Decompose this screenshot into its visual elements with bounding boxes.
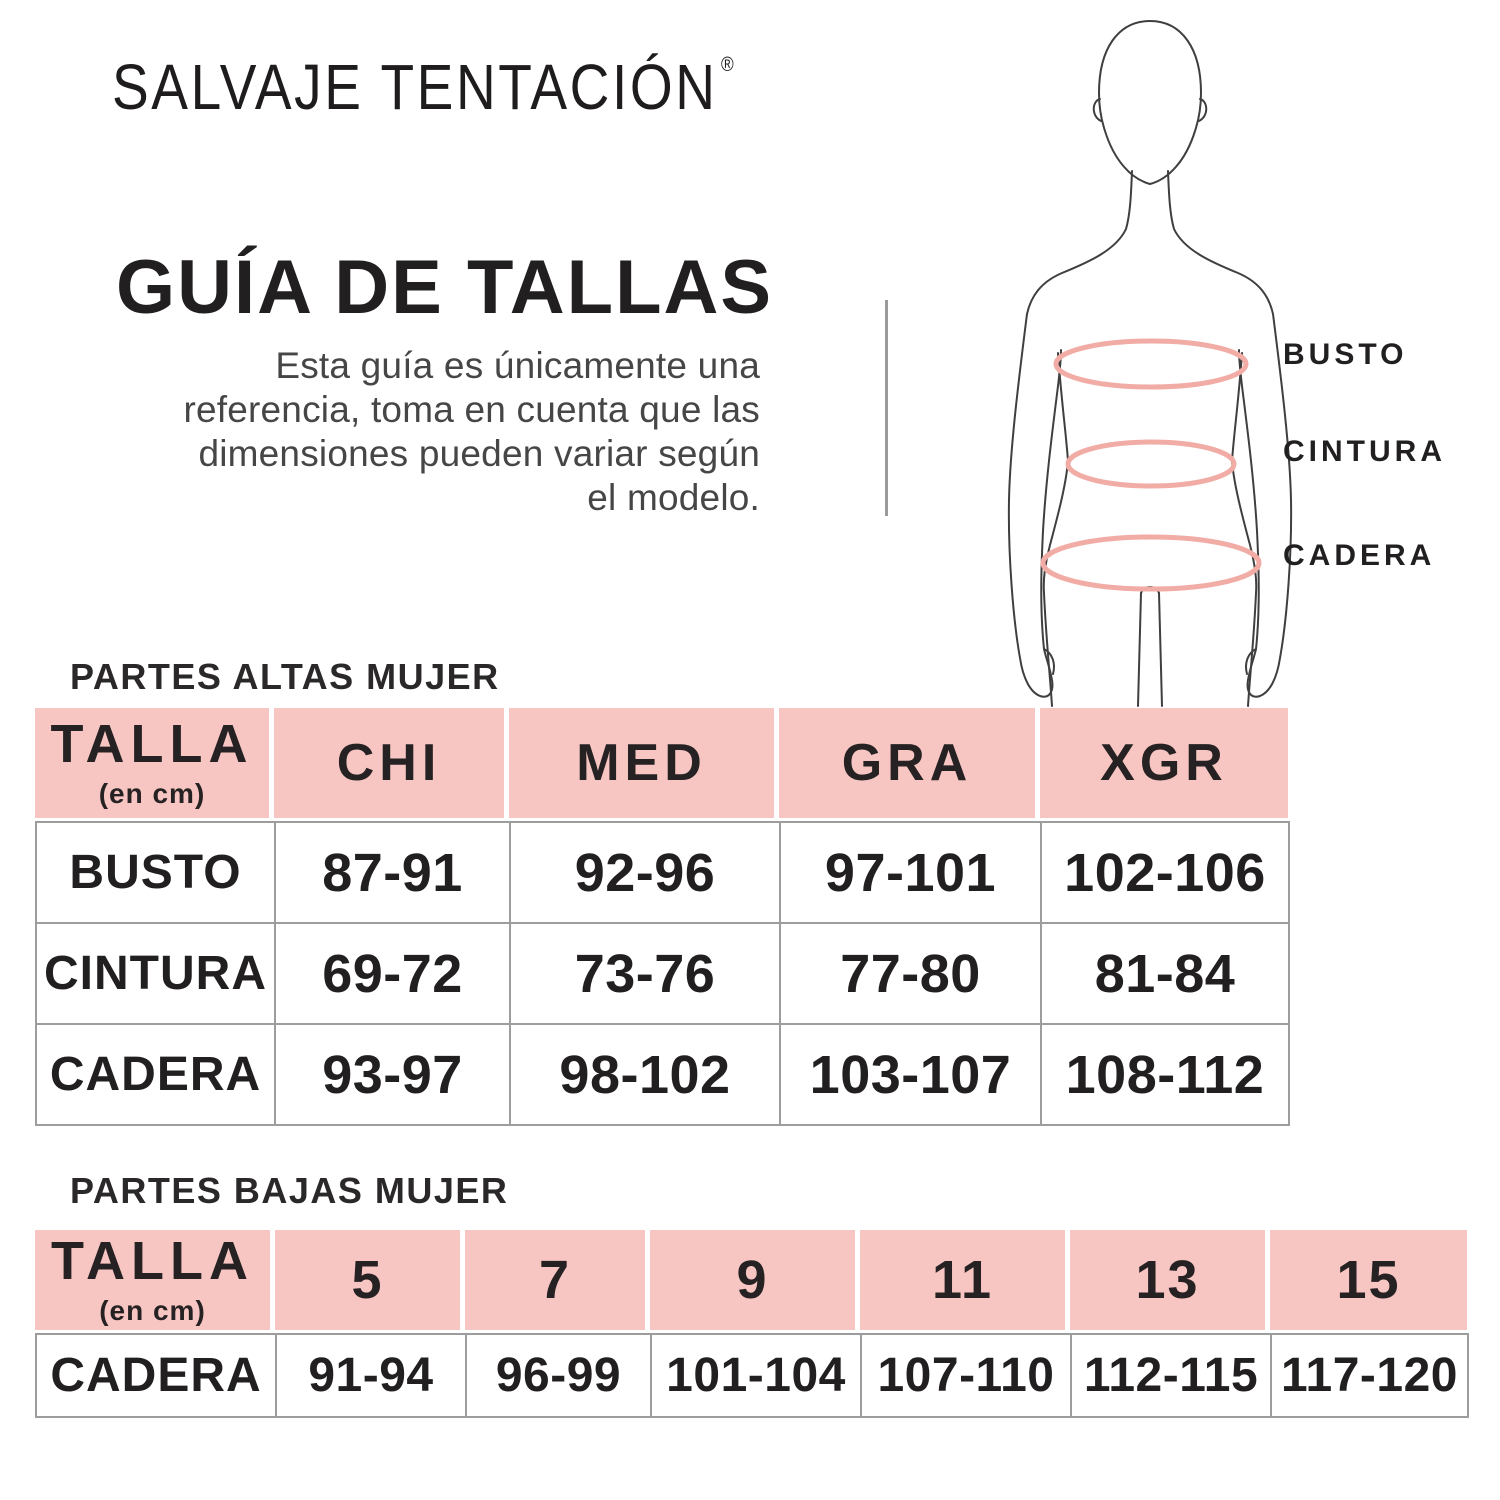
header-cell-size: TALLA (en cm): [35, 1230, 275, 1330]
waist-tape-ellipse: [1065, 439, 1237, 489]
header-cell-size-11: 11: [860, 1230, 1070, 1330]
value-cell: 97-101: [779, 821, 1042, 924]
brand-logo: SALVAJE TENTACIÓN ®: [112, 50, 734, 124]
description-line: Esta guía es únicamente una: [275, 345, 760, 386]
figure-label-bust: BUSTO: [1283, 338, 1408, 371]
table-body: CADERA 91-94 96-99 101-104 107-110 112-1…: [35, 1333, 1469, 1418]
size-unit: (en cm): [99, 1294, 206, 1326]
value-cell: 101-104: [650, 1333, 862, 1418]
header-cell-xgr: XGR: [1040, 708, 1288, 818]
value-cell: 102-106: [1040, 821, 1290, 924]
value-cell: 92-96: [509, 821, 781, 924]
header-cell-size-7: 7: [465, 1230, 650, 1330]
inner-leg-line: [1137, 592, 1142, 707]
torso-left-outline: [1042, 352, 1069, 707]
value-cell: 117-120: [1270, 1333, 1469, 1418]
size-table-tops: TALLA (en cm) CHI MED GRA XGR BUSTO 87-9…: [35, 708, 1290, 1126]
row-label: CADERA: [35, 1023, 276, 1126]
table-row-hip: CADERA 93-97 98-102 103-107 108-112: [35, 1023, 1290, 1126]
header-cell-gra: GRA: [779, 708, 1040, 818]
figure-label-waist: CINTURA: [1283, 435, 1446, 468]
table-row-bust: BUSTO 87-91 92-96 97-101 102-106: [35, 821, 1290, 924]
value-cell: 73-76: [509, 922, 781, 1025]
measurement-tape-ellipses: [1040, 338, 1262, 592]
torso-right-outline: [1231, 352, 1258, 707]
description-line: el modelo.: [587, 477, 760, 518]
figure-label-hip: CADERA: [1283, 539, 1436, 572]
value-cell: 77-80: [779, 922, 1042, 1025]
table-header-row: TALLA (en cm) 5 7 9 11 13 15: [35, 1230, 1467, 1330]
value-cell: 69-72: [274, 922, 511, 1025]
table-row-waist: CINTURA 69-72 73-76 77-80 81-84: [35, 922, 1290, 1025]
header-cell-chi: CHI: [274, 708, 509, 818]
left-thumb: [1043, 648, 1055, 675]
right-ear: [1198, 98, 1208, 122]
header-cell-size-5: 5: [275, 1230, 465, 1330]
header-cell-size-13: 13: [1070, 1230, 1270, 1330]
body-figure-illustration: [1007, 20, 1293, 707]
row-label: CADERA: [35, 1333, 277, 1418]
header-cell-size: TALLA (en cm): [35, 708, 274, 818]
header-cell-med: MED: [509, 708, 779, 818]
value-cell: 93-97: [274, 1023, 511, 1126]
brand-name: SALVAJE TENTACIÓN: [112, 51, 718, 123]
value-cell: 96-99: [465, 1333, 652, 1418]
registered-trademark-symbol: ®: [721, 54, 734, 76]
value-cell: 107-110: [860, 1333, 1072, 1418]
page-title: GUÍA DE TALLAS: [116, 245, 774, 330]
header-cell-size-15: 15: [1270, 1230, 1467, 1330]
left-arm-outline: [1007, 170, 1133, 698]
value-cell: 81-84: [1040, 922, 1290, 1025]
size-label: TALLA: [50, 713, 254, 774]
row-label: CINTURA: [35, 922, 276, 1025]
guide-description: Esta guía es únicamente una referencia, …: [80, 344, 760, 520]
size-table-bottoms: TALLA (en cm) 5 7 9 11 13 15 CADERA 91-9…: [35, 1230, 1469, 1418]
description-line: dimensiones pueden variar según: [198, 433, 760, 474]
value-cell: 87-91: [274, 821, 511, 924]
size-label: TALLA: [51, 1230, 254, 1291]
value-cell: 98-102: [509, 1023, 781, 1126]
left-ear: [1092, 98, 1102, 122]
header-cell-size-9: 9: [650, 1230, 860, 1330]
table-header-row: TALLA (en cm) CHI MED GRA XGR: [35, 708, 1288, 818]
value-cell: 91-94: [275, 1333, 467, 1418]
vertical-divider: [885, 300, 888, 516]
inner-leg-line: [1158, 592, 1163, 707]
description-line: referencia, toma en cuenta que las: [183, 389, 760, 430]
value-cell: 108-112: [1040, 1023, 1290, 1126]
section-title-bottoms: PARTES BAJAS MUJER: [70, 1170, 509, 1211]
head-outline: [1098, 20, 1202, 185]
table-row-hip: CADERA 91-94 96-99 101-104 107-110 112-1…: [35, 1333, 1469, 1418]
table-body: BUSTO 87-91 92-96 97-101 102-106 CINTURA…: [35, 821, 1290, 1126]
row-label: BUSTO: [35, 821, 276, 924]
value-cell: 103-107: [779, 1023, 1042, 1126]
size-unit: (en cm): [98, 777, 206, 809]
right-thumb: [1245, 648, 1257, 675]
right-arm-outline: [1167, 170, 1293, 698]
hip-tape-ellipse: [1040, 534, 1262, 592]
value-cell: 112-115: [1070, 1333, 1272, 1418]
section-title-tops: PARTES ALTAS MUJER: [70, 656, 500, 697]
bust-tape-ellipse: [1053, 338, 1249, 390]
